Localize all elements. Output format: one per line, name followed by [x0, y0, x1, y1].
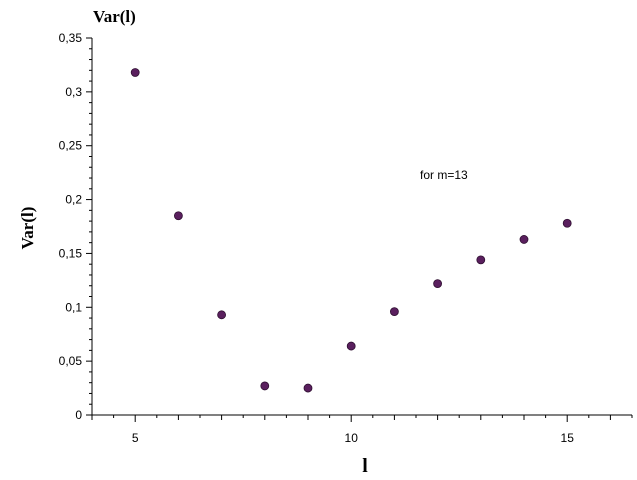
data-point	[389, 307, 399, 316]
data-point	[346, 341, 356, 351]
data-points	[130, 68, 572, 393]
data-point	[519, 235, 529, 244]
data-point	[217, 310, 227, 320]
data-point	[173, 211, 183, 221]
data-point	[303, 383, 313, 393]
data-point	[476, 255, 486, 265]
data-point	[433, 279, 443, 288]
chart-annotation: for m=13	[420, 168, 468, 182]
data-point	[130, 68, 140, 77]
axes	[91, 38, 632, 416]
x-tick-label: 5	[132, 431, 139, 445]
tick-labels: 0 0,05 0,1 0,15 0,2 0,25 0,3 0,35 5 10 15	[59, 31, 575, 445]
data-point	[260, 381, 270, 391]
y-tick-label: 0,35	[59, 31, 83, 45]
y-axis-title: Var(l)	[18, 207, 37, 250]
y-tick-label: 0,15	[59, 246, 83, 260]
y-tick-label: 0,05	[59, 354, 83, 368]
x-tick-label: 15	[561, 431, 575, 445]
y-tick-label: 0	[75, 408, 82, 422]
data-point	[562, 218, 572, 228]
y-axis-top-label: Var(l)	[93, 7, 136, 26]
x-axis-title: l	[362, 455, 368, 477]
y-tick-label: 0,3	[65, 85, 82, 99]
y-tick-label: 0,25	[59, 139, 83, 153]
y-tick-label: 0,1	[65, 300, 82, 314]
x-tick-label: 10	[345, 431, 359, 445]
ticks	[86, 37, 633, 422]
y-tick-label: 0,2	[65, 193, 82, 207]
